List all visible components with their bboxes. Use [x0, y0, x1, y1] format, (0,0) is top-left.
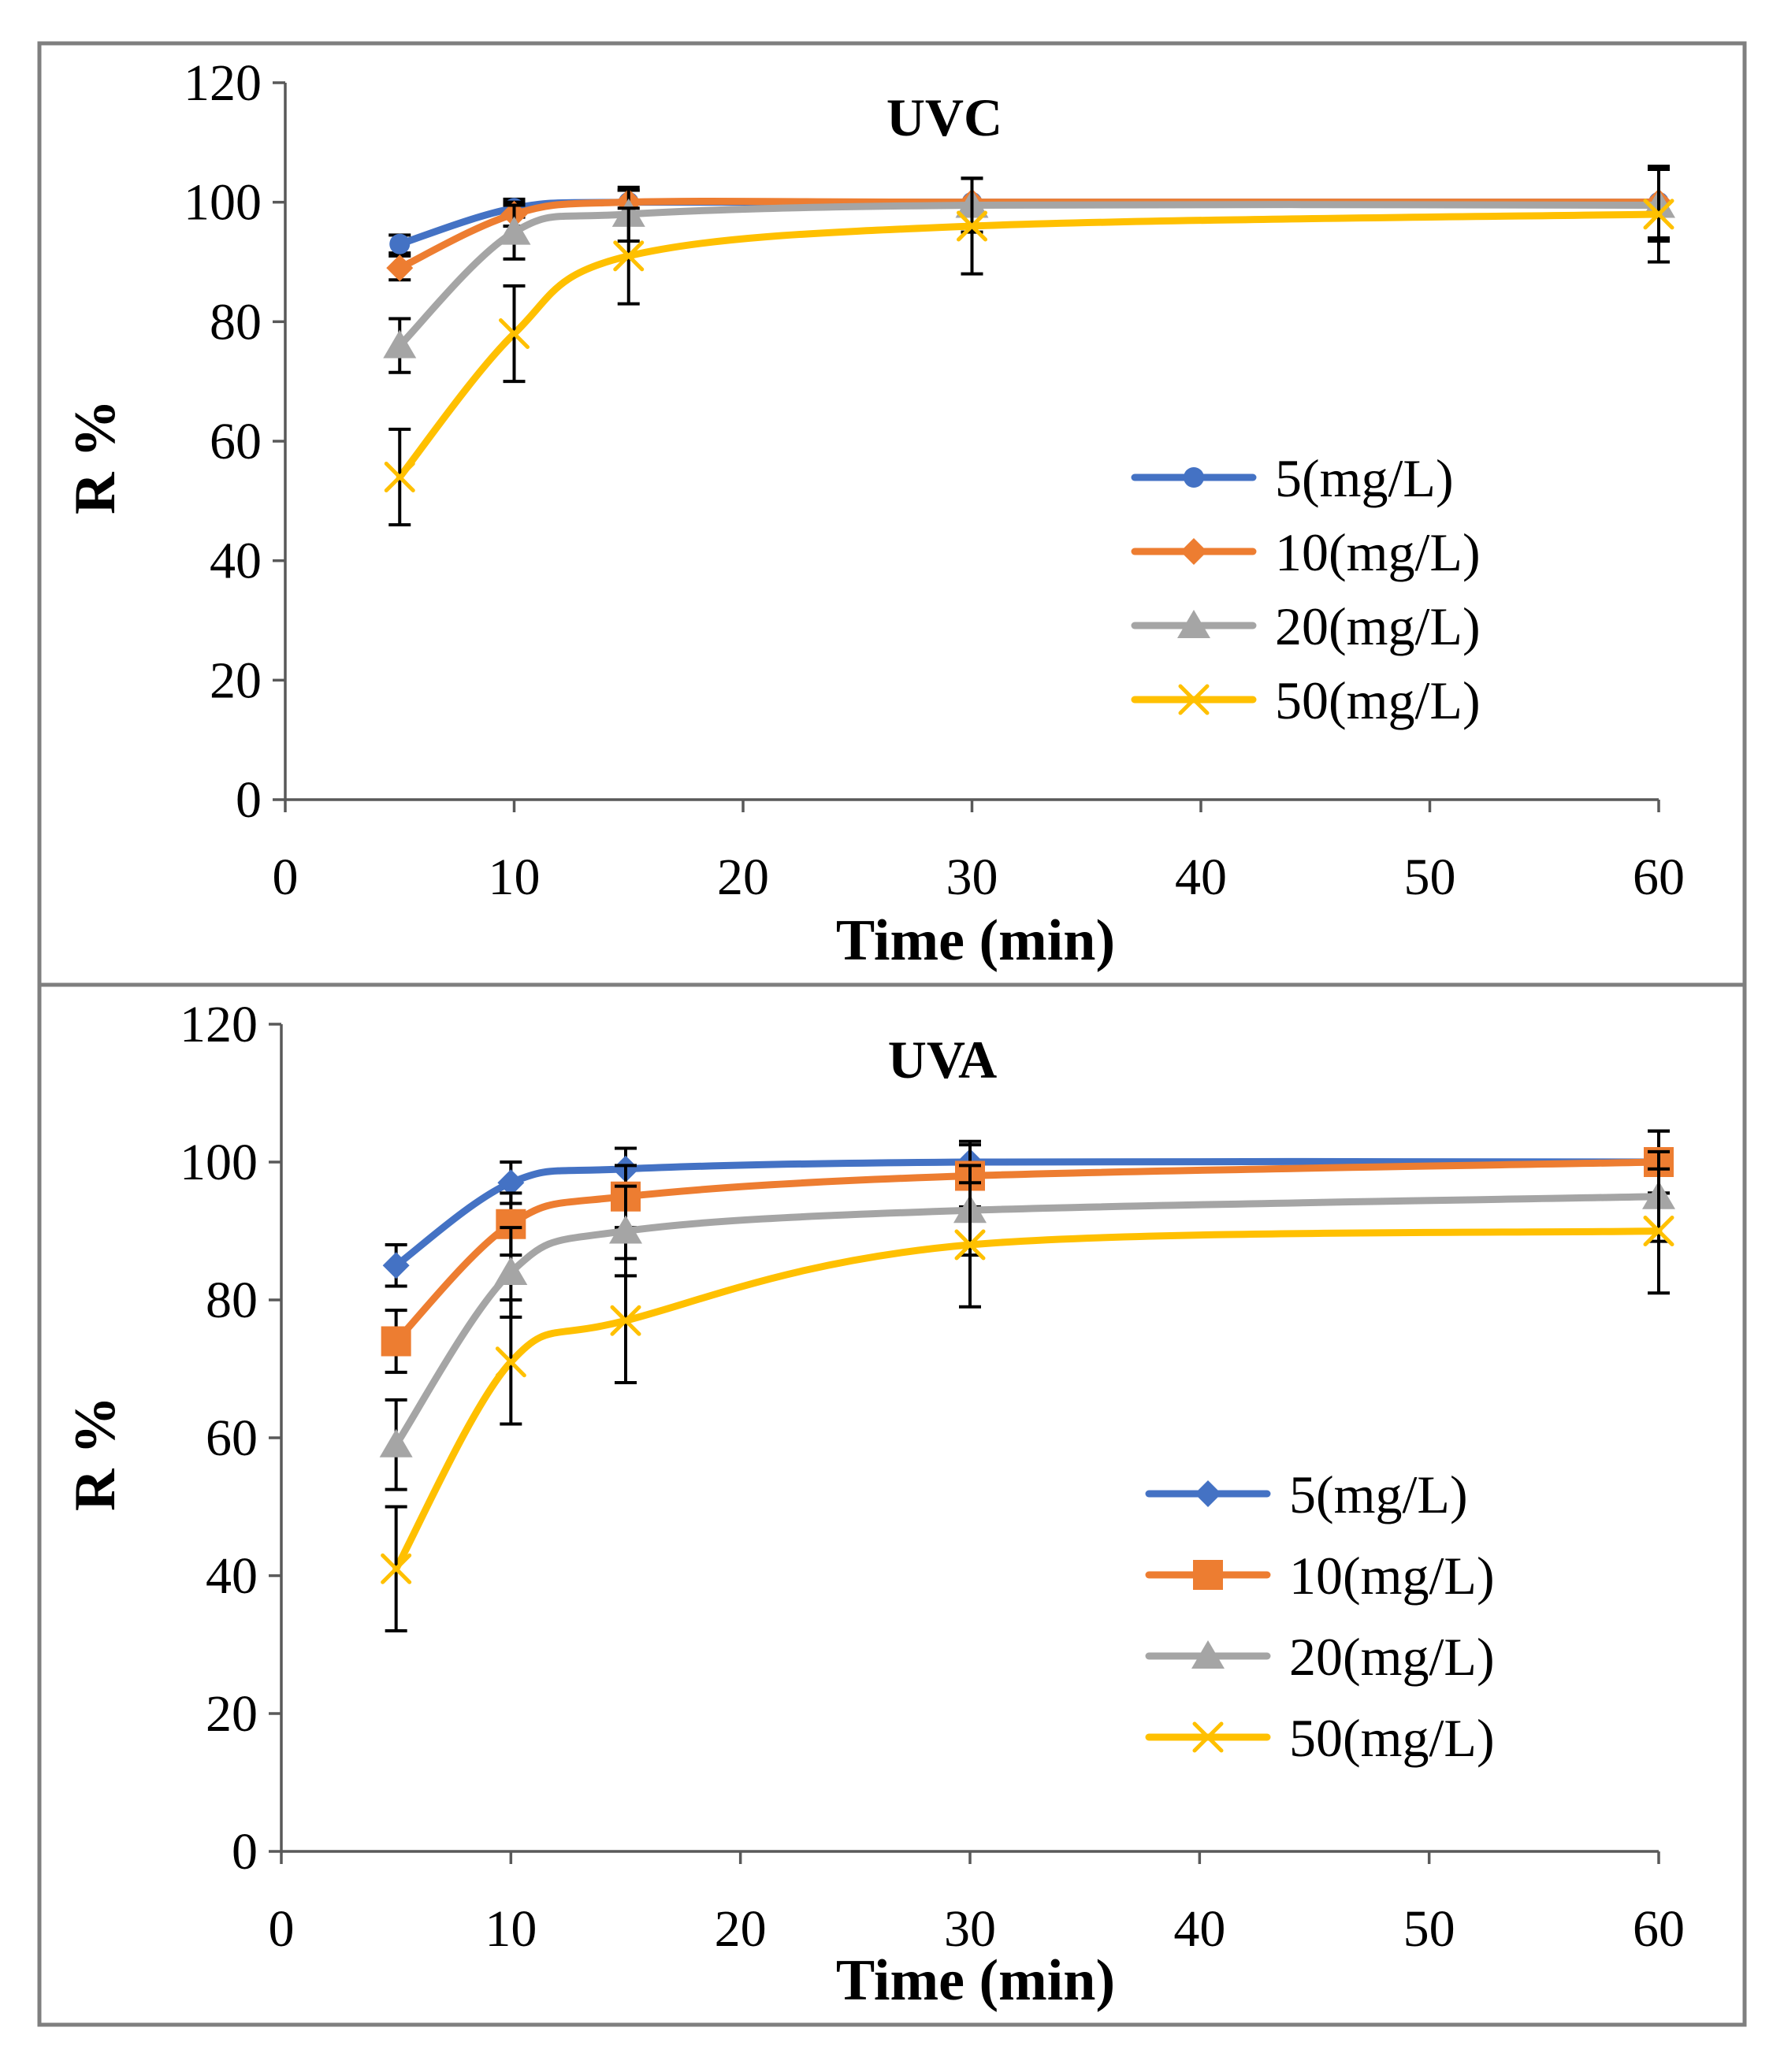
uvc-y-tick-label: 40 [210, 533, 262, 590]
uvc-data-point [1643, 199, 1674, 230]
uva-data-point [495, 1346, 526, 1378]
uva-chart-panel: 0 20 40 60 80 100 120 0 10 20 30 40 50 60 UVA Time (min… [63, 996, 1685, 2013]
uva-legend-item-5-mg-l: 5(mg/L) [1145, 1465, 1468, 1524]
uva-data-point [1643, 1216, 1674, 1246]
uvc-data-point [957, 210, 987, 242]
uvc-x-tick-label: 60 [1633, 848, 1685, 906]
uvc-y-tick-label: 60 [210, 413, 262, 470]
uvc-legend-item-50-mg-l: 50(mg/L) [1131, 670, 1481, 730]
uva-legend-label: 50(mg/L) [1289, 1708, 1495, 1768]
uva-legend-label: 5(mg/L) [1289, 1465, 1468, 1524]
uvc-legend-label: 20(mg/L) [1275, 596, 1481, 656]
uva-x-tick-label: 10 [485, 1900, 537, 1958]
uvc-data-point [497, 216, 531, 245]
uva-y-tick-label: 60 [206, 1409, 258, 1467]
uva-y-axis-title: R % [63, 1396, 128, 1511]
uva-x-tick-label: 40 [1173, 1900, 1225, 1958]
uva-series-line-50-mg-l [392, 1227, 1663, 1573]
uvc-data-point [389, 233, 411, 254]
uva-data-point [497, 1169, 525, 1197]
uva-series-line-20-mg-l [392, 1193, 1663, 1449]
uva-data-point [382, 1252, 410, 1279]
uvc-y-tick-label: 0 [236, 771, 262, 829]
uvc-data-point [383, 329, 417, 358]
uvc-y-axis-title: R % [63, 399, 128, 514]
uvc-data-point [386, 254, 414, 282]
uva-legend-item-50-mg-l: 50(mg/L) [1145, 1708, 1495, 1768]
uva-legend-marker [1192, 1721, 1224, 1753]
uva-y-tick-label: 100 [180, 1134, 258, 1191]
uvc-legend-item-10-mg-l: 10(mg/L) [1131, 522, 1481, 582]
uvc-legend-label: 10(mg/L) [1275, 522, 1481, 582]
uva-y-tick-label: 0 [232, 1823, 258, 1881]
uvc-x-tick-label: 0 [273, 848, 299, 906]
uvc-y-tick-label: 80 [210, 293, 262, 351]
uvc-y-tick-label: 20 [210, 652, 262, 709]
uvc-data-point [499, 318, 530, 349]
uva-legend-label: 20(mg/L) [1289, 1627, 1495, 1687]
uva-legend-marker [1195, 1480, 1221, 1507]
uva-x-tick-label: 20 [715, 1900, 767, 1958]
uva-data-point [494, 1257, 528, 1285]
uva-legend-item-20-mg-l: 20(mg/L) [1145, 1627, 1495, 1687]
uva-y-tick-label: 120 [180, 996, 258, 1053]
uva-legend: 5(mg/L) 10(mg/L) 20(mg/L) 50(mg/L) [1145, 1465, 1495, 1768]
uva-legend-label: 10(mg/L) [1289, 1546, 1495, 1606]
uva-x-tick-label: 0 [269, 1900, 295, 1958]
uvc-legend-item-5-mg-l: 5(mg/L) [1131, 448, 1454, 508]
uva-chart-title: UVA [888, 1030, 998, 1090]
uva-x-axis-title: Time (min) [836, 1948, 1115, 2013]
uvc-series-line-50-mg-l [396, 210, 1663, 481]
uvc-legend-marker [1180, 538, 1207, 565]
uvc-y-tick-label: 100 [184, 174, 262, 232]
uva-data-point [379, 1428, 413, 1457]
outer-frame [37, 41, 1747, 2027]
uvc-series-50-mg-l [384, 165, 1674, 527]
uvc-x-tick-label: 30 [946, 848, 998, 906]
uvc-x-axis-title: Time (min) [836, 908, 1115, 973]
uva-x-tick-label: 30 [944, 1900, 996, 1958]
uva-legend-item-10-mg-l: 10(mg/L) [1145, 1546, 1495, 1606]
uvc-series-20-mg-l [383, 167, 1675, 374]
uva-legend-marker [1191, 1640, 1225, 1669]
uva-data-point [610, 1305, 641, 1336]
uvc-data-point [384, 462, 415, 492]
uvc-legend-marker [1178, 684, 1210, 715]
uvc-legend-label: 50(mg/L) [1275, 670, 1481, 730]
uvc-x-tick-label: 10 [489, 848, 541, 906]
uva-x-tick-label: 60 [1633, 1900, 1685, 1958]
uvc-legend-item-20-mg-l: 20(mg/L) [1131, 596, 1481, 656]
uvc-legend-marker [1177, 610, 1210, 638]
uva-data-point [609, 1215, 642, 1244]
uva-series-20-mg-l [379, 1149, 1675, 1491]
uva-y-tick-label: 20 [206, 1685, 258, 1743]
uvc-y-tick-label: 120 [184, 54, 262, 112]
uvc-legend-label: 5(mg/L) [1275, 448, 1454, 508]
uvc-legend: 5(mg/L) 10(mg/L) 20(mg/L) 50(mg/L) [1131, 448, 1481, 730]
uva-legend-marker [1193, 1560, 1223, 1590]
uva-data-point [954, 1229, 986, 1261]
uvc-data-point [613, 240, 645, 272]
uvc-legend-marker [1184, 467, 1204, 488]
uvc-chart-panel: 0 20 40 60 80 100 120 0 10 20 30 40 50 60 UVC Time (min… [63, 54, 1685, 973]
uva-data-point [381, 1326, 411, 1357]
uva-x-tick-label: 50 [1403, 1900, 1455, 1958]
uvc-x-tick-label: 20 [717, 848, 769, 906]
uvc-x-tick-label: 50 [1404, 848, 1456, 906]
uvc-x-tick-label: 40 [1175, 848, 1227, 906]
uva-y-tick-label: 80 [206, 1272, 258, 1329]
uva-y-tick-label: 40 [206, 1547, 258, 1605]
uva-series-50-mg-l [381, 1167, 1674, 1632]
uvc-chart-title: UVC [886, 87, 1002, 147]
uva-data-point [381, 1553, 412, 1584]
